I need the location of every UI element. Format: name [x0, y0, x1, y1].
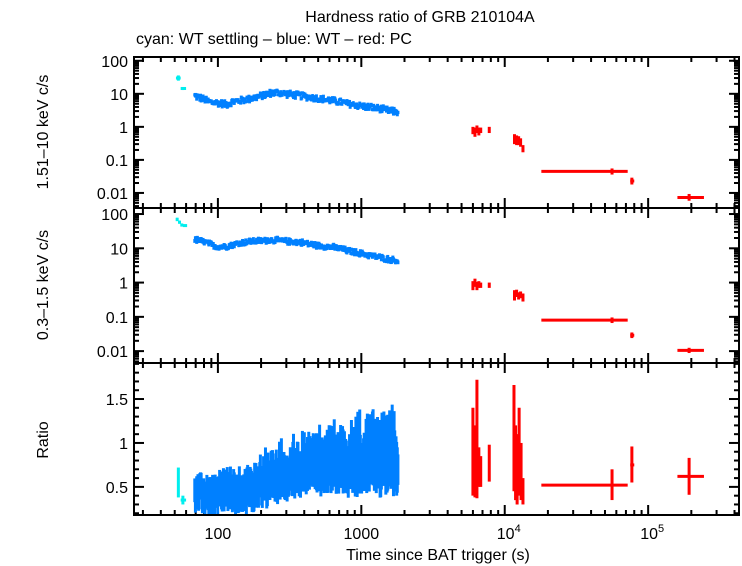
x-tick-label-exponent: 5	[658, 523, 664, 535]
chart-title: Hardness ratio of GRB 210104A	[305, 9, 535, 26]
y-axis-label-ratio: Ratio	[35, 421, 52, 458]
panel-frame	[133, 207, 740, 364]
y-axis-label-hard: 1.51–10 keV c/s	[35, 75, 52, 190]
series-wt-settling	[175, 75, 187, 91]
x-tick-labels: 100 1000 104 105	[205, 523, 665, 543]
series-wt	[193, 88, 400, 117]
y-tick-label: 100	[101, 207, 128, 224]
x-tick-label-base: 10	[497, 526, 515, 543]
series-wt	[193, 404, 400, 514]
y-tick-label: 0.1	[106, 153, 128, 170]
x-tick-label: 1000	[344, 526, 380, 543]
series-wt-settling	[176, 467, 187, 505]
x-tick-label-base: 1000	[344, 526, 380, 543]
x-tick-label: 100	[205, 526, 232, 543]
y-axis-label-soft: 0.3–1.5 keV c/s	[35, 230, 52, 340]
series-pc	[471, 379, 704, 505]
panel-hard-band: 100 10 1 0.1 0.01	[97, 54, 740, 209]
panel-ratio: 1.5 1 0.5	[106, 362, 740, 516]
panel-frame	[133, 362, 740, 516]
y-tick-label: 10	[110, 87, 128, 104]
series-pc	[471, 278, 704, 354]
y-tick-label: 10	[110, 241, 128, 258]
x-tick-label-base: 10	[640, 526, 658, 543]
panel-frame	[133, 56, 740, 209]
x-tick-label: 105	[640, 523, 664, 543]
series-wt-settling	[175, 217, 188, 228]
y-tick-label: 0.01	[97, 344, 128, 361]
y-tick-label: 100	[101, 54, 128, 71]
series-wt	[193, 235, 400, 265]
y-tick-label: 1.5	[106, 392, 128, 409]
y-tick-label: 1	[119, 120, 128, 137]
x-axis-label: Time since BAT trigger (s)	[346, 547, 530, 564]
chart-subtitle: cyan: WT settling – blue: WT – red: PC	[136, 31, 412, 48]
x-tick-label: 104	[497, 523, 521, 543]
panel-soft-band: 100 10 1 0.1 0.01	[97, 207, 740, 364]
y-tick-label: 0.01	[97, 186, 128, 203]
y-tick-label: 1	[119, 276, 128, 293]
x-tick-label-base: 100	[205, 526, 232, 543]
y-tick-label: 1	[119, 436, 128, 453]
y-tick-label: 0.1	[106, 310, 128, 327]
x-tick-label-exponent: 4	[515, 523, 521, 535]
y-tick-label: 0.5	[106, 480, 128, 497]
series-pc	[471, 125, 704, 201]
